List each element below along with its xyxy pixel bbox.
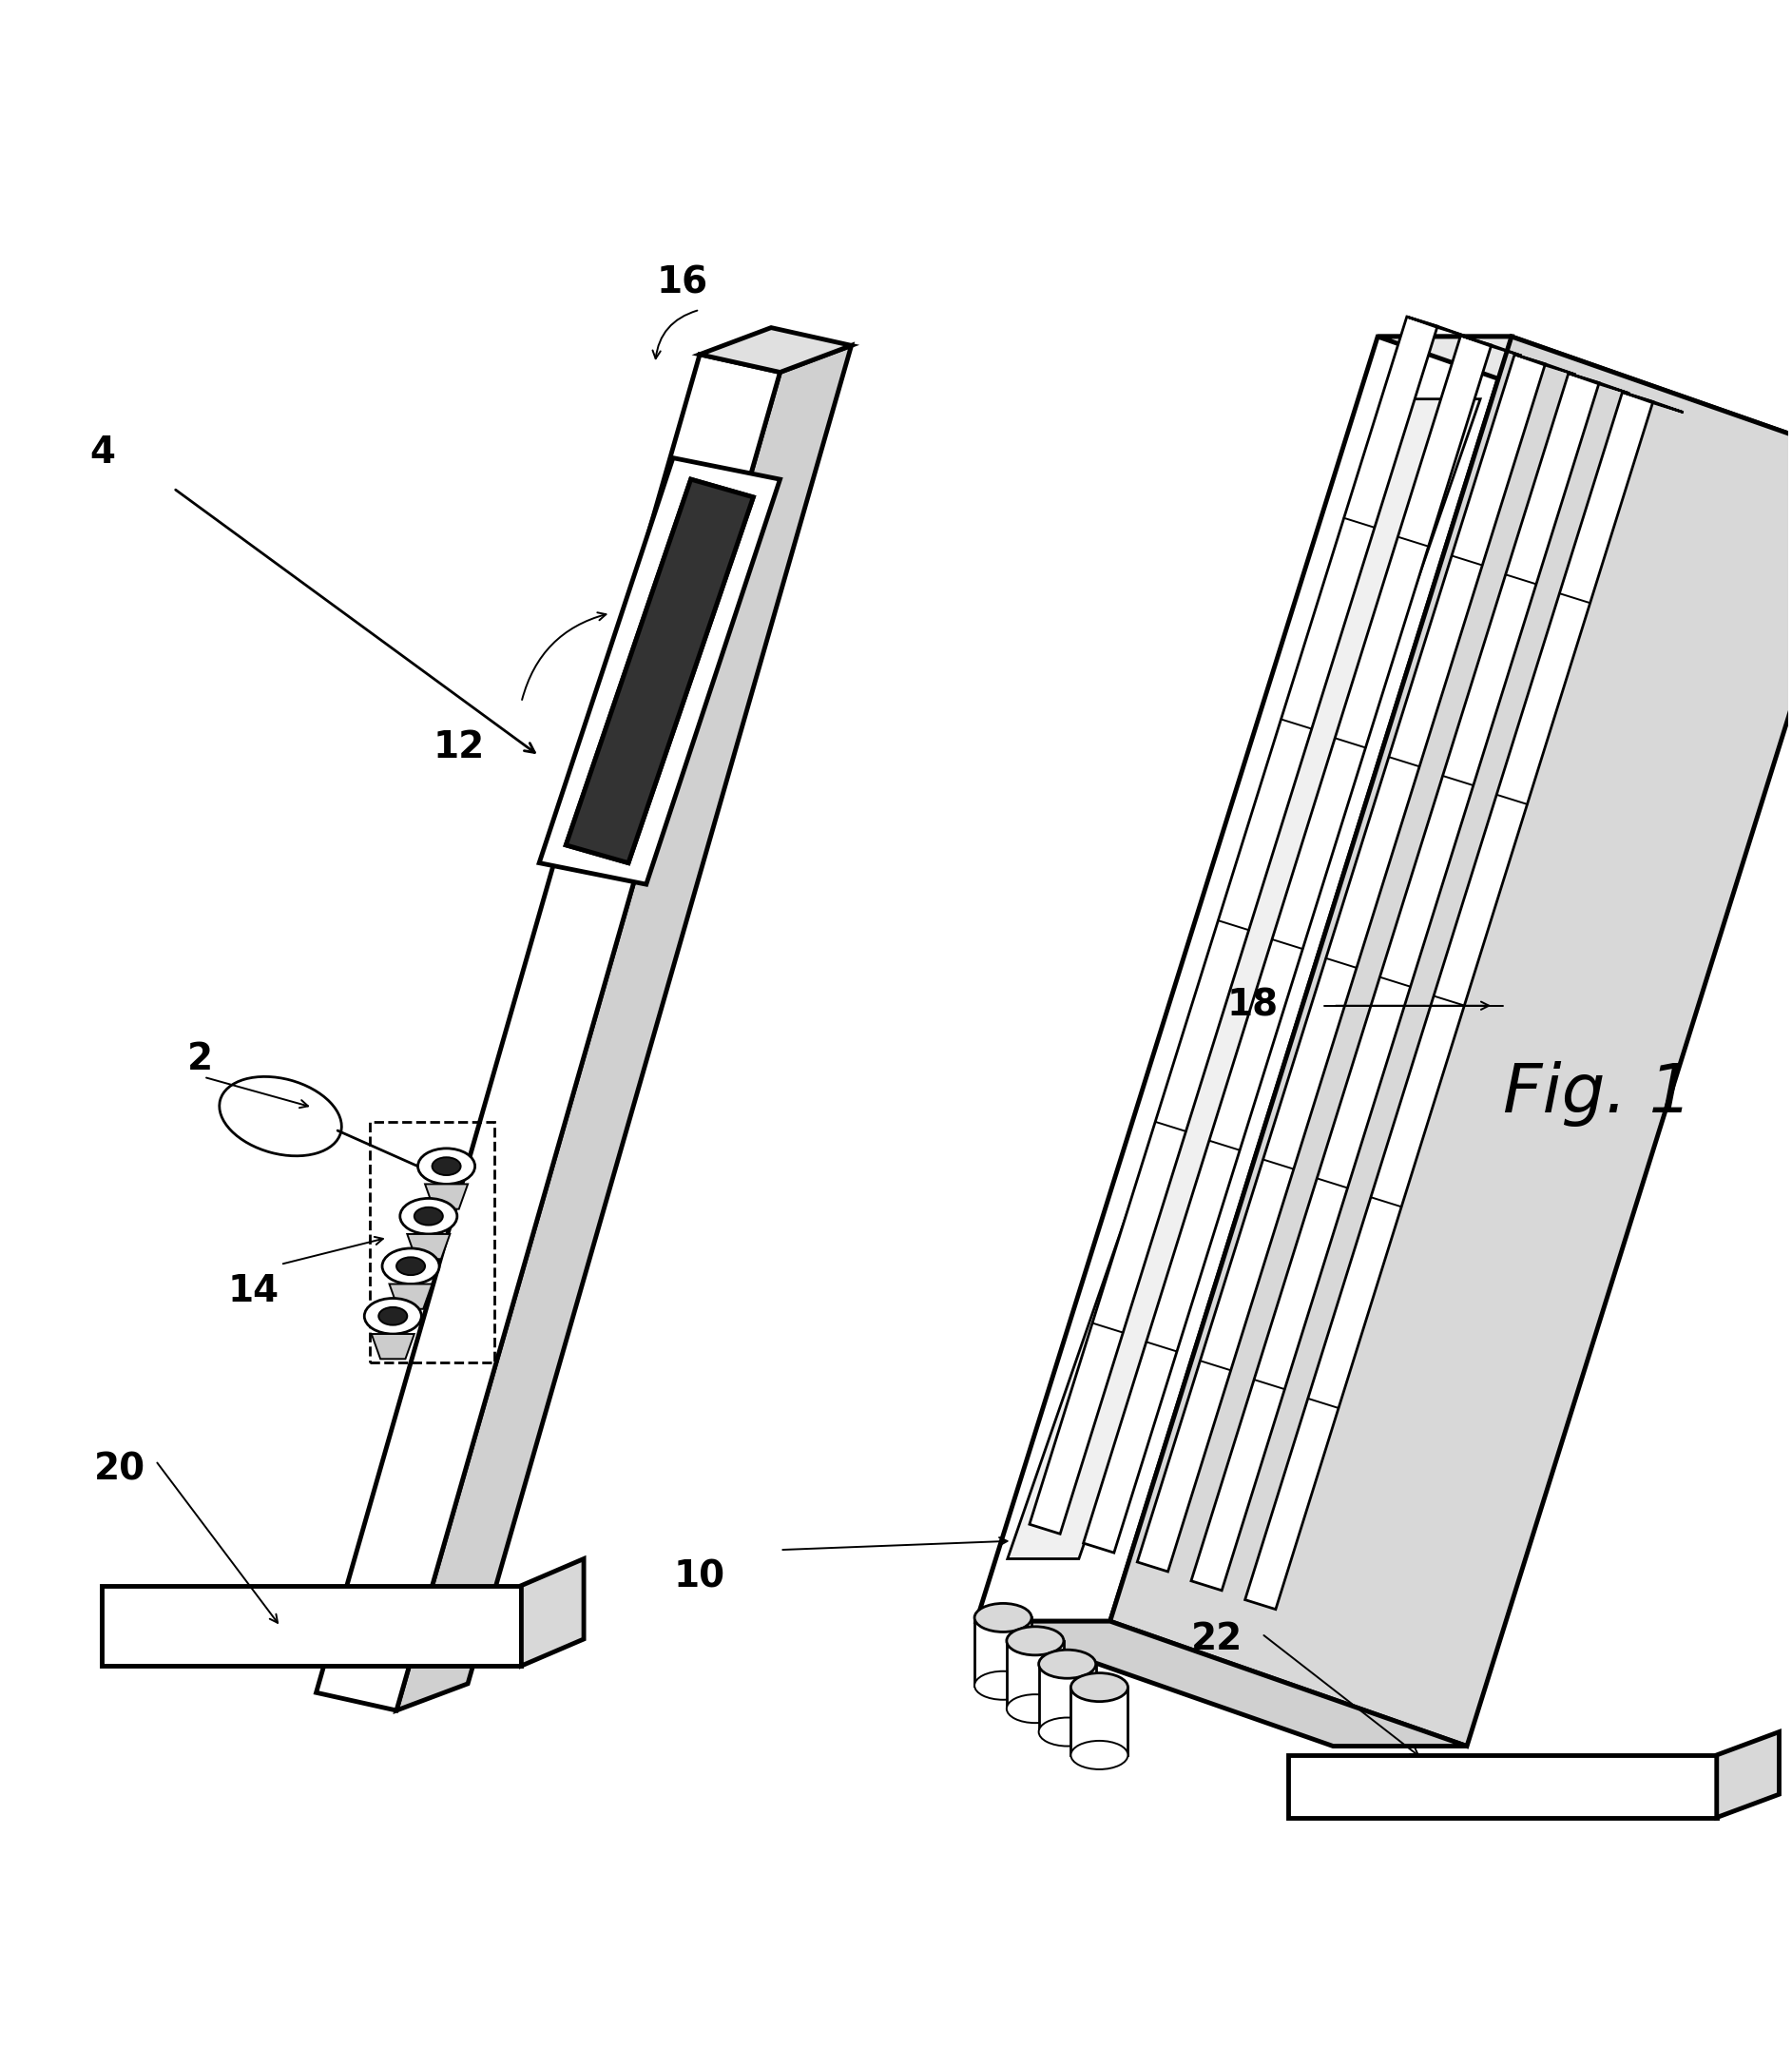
Ellipse shape xyxy=(378,1308,407,1324)
Polygon shape xyxy=(1007,1642,1064,1709)
Ellipse shape xyxy=(219,1077,342,1157)
Text: 22: 22 xyxy=(1192,1621,1244,1658)
Text: Fig. 1: Fig. 1 xyxy=(1502,1062,1692,1128)
Ellipse shape xyxy=(364,1298,421,1335)
Ellipse shape xyxy=(1072,1740,1127,1769)
Ellipse shape xyxy=(1039,1717,1097,1746)
Ellipse shape xyxy=(400,1197,457,1234)
Polygon shape xyxy=(1138,354,1545,1572)
Ellipse shape xyxy=(396,1257,425,1275)
Polygon shape xyxy=(1007,399,1480,1558)
Polygon shape xyxy=(371,1335,414,1359)
Polygon shape xyxy=(521,1558,584,1666)
Polygon shape xyxy=(1568,373,1629,393)
Polygon shape xyxy=(1378,336,1792,461)
Polygon shape xyxy=(1245,393,1652,1609)
Text: 20: 20 xyxy=(95,1451,145,1488)
Text: 2: 2 xyxy=(188,1042,213,1077)
Polygon shape xyxy=(1029,317,1437,1533)
Polygon shape xyxy=(1039,1664,1097,1732)
Polygon shape xyxy=(396,346,851,1711)
Polygon shape xyxy=(1407,317,1468,338)
Polygon shape xyxy=(1460,336,1521,356)
Text: 4: 4 xyxy=(90,434,115,471)
Text: 16: 16 xyxy=(656,264,708,301)
Polygon shape xyxy=(977,336,1511,1621)
Polygon shape xyxy=(1717,1732,1779,1818)
Ellipse shape xyxy=(975,1603,1032,1631)
Polygon shape xyxy=(389,1283,432,1308)
Text: 14: 14 xyxy=(228,1273,280,1310)
Ellipse shape xyxy=(1007,1695,1064,1724)
Ellipse shape xyxy=(1007,1627,1064,1656)
Polygon shape xyxy=(977,1621,1468,1746)
Polygon shape xyxy=(1514,354,1575,375)
Ellipse shape xyxy=(418,1148,475,1183)
Text: 12: 12 xyxy=(434,729,484,766)
Ellipse shape xyxy=(432,1157,461,1175)
Polygon shape xyxy=(1084,336,1491,1554)
Ellipse shape xyxy=(414,1208,443,1224)
Text: 10: 10 xyxy=(674,1558,726,1595)
Ellipse shape xyxy=(1039,1650,1097,1679)
Polygon shape xyxy=(566,479,753,864)
Polygon shape xyxy=(1288,1754,1717,1818)
Polygon shape xyxy=(539,459,780,884)
Polygon shape xyxy=(425,1183,468,1210)
Polygon shape xyxy=(102,1586,521,1666)
Polygon shape xyxy=(566,479,753,864)
Polygon shape xyxy=(1072,1687,1127,1754)
Ellipse shape xyxy=(1072,1672,1127,1701)
Polygon shape xyxy=(975,1617,1032,1685)
Polygon shape xyxy=(699,328,851,373)
Polygon shape xyxy=(1109,336,1792,1746)
Ellipse shape xyxy=(382,1249,439,1283)
Polygon shape xyxy=(1192,373,1598,1591)
Ellipse shape xyxy=(975,1670,1032,1699)
Polygon shape xyxy=(1622,393,1683,411)
Polygon shape xyxy=(315,354,780,1711)
Polygon shape xyxy=(407,1234,450,1259)
Text: 18: 18 xyxy=(1228,987,1278,1024)
